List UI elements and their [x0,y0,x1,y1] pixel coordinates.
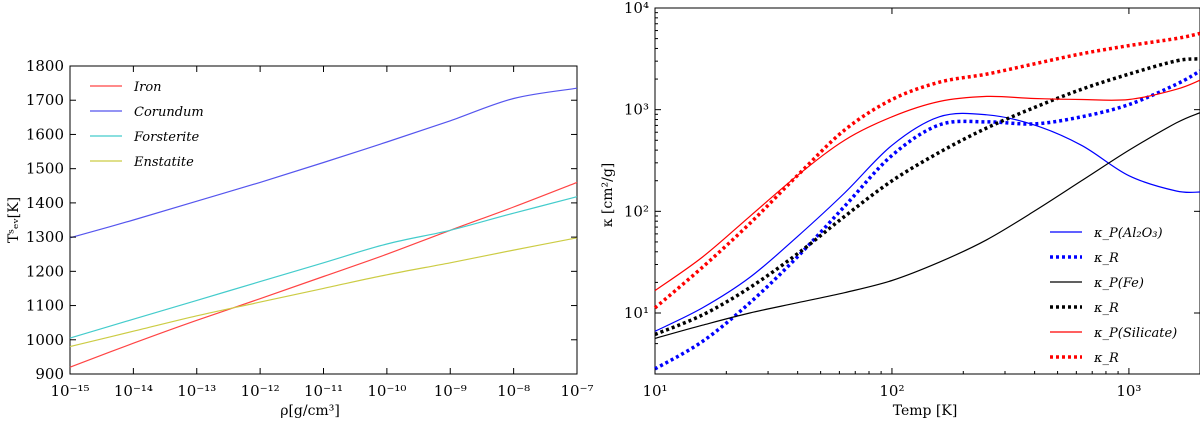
x-tick-label: 10⁻¹⁰ [367,382,406,400]
y-tick-label: 1100 [26,297,64,315]
x-tick-label: 10⁻⁹ [434,382,467,400]
left-x-axis-label: ρ[g/cm³] [280,403,340,419]
left-legend: Iron Corundum Forsterite Enstatite [90,80,204,170]
series-line-left-2 [69,196,578,339]
x-tick-label: 10⁻¹⁵ [50,382,89,400]
series-line-right-5 [653,31,1200,310]
right-x-ticks: 10¹ 10² 10³ [642,8,1141,400]
legend-label: κ_R [1093,251,1119,266]
legend-label: Enstatite [133,155,194,170]
x-tick-label: 10⁻⁸ [497,382,530,400]
series-line-left-0 [69,181,578,368]
legend-label: Iron [133,80,162,95]
right-plot-frame [654,7,1200,375]
y-tick-label: 10³ [624,101,649,119]
y-tick-label: 1200 [26,262,64,280]
x-tick-label: 10⁻¹⁴ [114,382,153,400]
right-y-ticks: 10¹ 10² 10³ 10⁴ [624,0,1200,345]
left-y-axis-label: Tˢₑᵥ[K] [6,197,22,243]
x-tick-label: 10¹ [642,382,667,400]
y-tick-label: 1400 [26,194,64,212]
legend-label: κ_P(Silicate) [1093,326,1177,341]
legend-label: κ_R [1093,301,1119,316]
x-tick-label: 10⁻⁷ [560,382,593,400]
right-series-lines [653,31,1200,371]
y-tick-label: 10⁴ [624,0,649,17]
right-y-axis-label: κ [cm²/g] [600,163,616,228]
y-tick-label: 1700 [26,91,64,109]
legend-label: κ_P(Fe) [1093,276,1144,291]
legend-label: κ_R [1093,351,1119,366]
x-tick-label: 10⁻¹² [241,382,280,400]
x-tick-label: 10⁻¹¹ [304,382,343,400]
series-line-right-4 [654,79,1200,292]
y-tick-label: 1800 [26,57,64,75]
y-tick-label: 1300 [26,228,64,246]
legend-label: κ_P(Al₂O₃) [1093,226,1163,241]
x-tick-label: 10³ [1116,382,1141,400]
left-series-lines [69,87,578,368]
legend-label: Forsterite [133,130,200,145]
y-tick-label: 1600 [26,125,64,143]
left-y-ticks: 900 1000 1100 1200 1300 1400 1500 1600 1700 1800 [26,57,577,383]
y-tick-label: 1500 [26,160,64,178]
left-x-ticks: 10⁻¹⁵ 10⁻¹⁴ 10⁻¹³ 10⁻¹² 10⁻¹¹ 10⁻¹⁰ 10⁻⁹ 10⁻⁸ 10… [50,66,594,400]
x-tick-label: 10⁻¹³ [177,382,216,400]
y-tick-label: 10² [624,202,649,220]
x-tick-label: 10² [879,382,904,400]
y-tick-label: 10¹ [624,304,649,322]
series-line-right-1 [654,69,1200,371]
series-line-right-0 [654,112,1200,332]
series-line-left-3 [69,237,578,348]
series-line-right-2 [654,112,1200,339]
left-chart: 10⁻¹⁵ 10⁻¹⁴ 10⁻¹³ 10⁻¹² 10⁻¹¹ 10⁻¹⁰ 10⁻⁹ 10⁻⁸ 10… [6,57,594,419]
series-line-left-1 [69,87,578,239]
y-tick-label: 900 [35,365,64,383]
right-x-axis-label: Temp [K] [893,403,958,419]
y-tick-label: 1000 [26,331,64,349]
legend-label: Corundum [134,105,204,120]
right-legend: κ_P(Al₂O₃) κ_R κ_P(Fe) κ_R κ_P(Silicate) κ_R [1050,226,1177,366]
